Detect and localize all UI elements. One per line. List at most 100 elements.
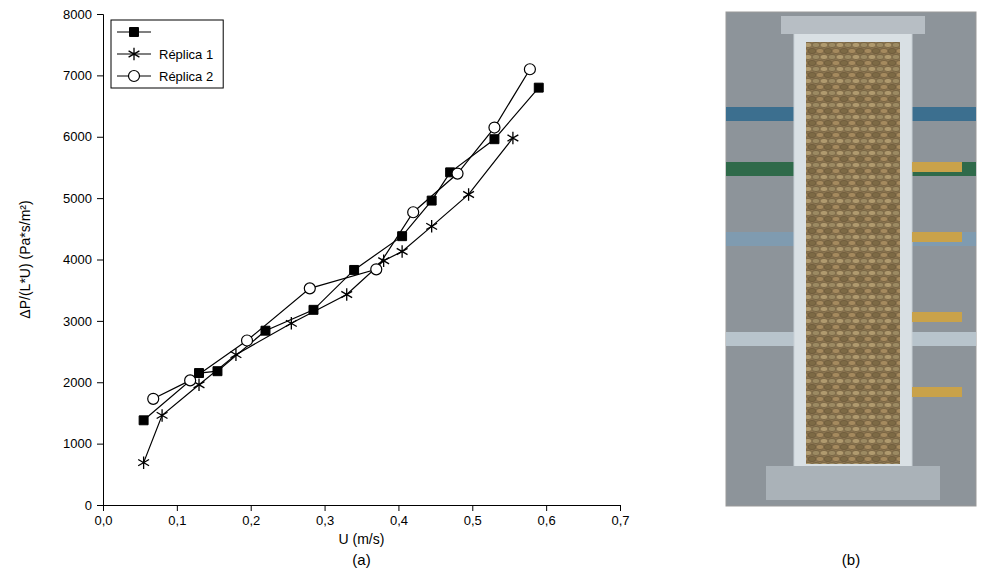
data-point: [426, 220, 437, 233]
y-tick-label: 0: [85, 498, 92, 513]
plot-area: [138, 64, 543, 469]
y-tick-mark: [97, 382, 103, 383]
y-tick-mark: [97, 505, 103, 506]
y-tick: 6000: [63, 129, 103, 144]
y-tick-mark: [97, 75, 103, 76]
y-tick-mark: [97, 444, 103, 445]
x-tick-label: 0,6: [538, 513, 556, 528]
legend: Réplica 1 Réplica 2: [111, 20, 223, 88]
data-point: [489, 122, 500, 133]
y-tick: 8000: [63, 7, 103, 22]
x-tick-label: 0,7: [611, 513, 629, 528]
y-tick-label: 3000: [63, 314, 92, 329]
y-tick: 3000: [63, 314, 103, 329]
data-point: [452, 168, 463, 179]
x-tick: 0,1: [168, 505, 186, 528]
y-axis-line: [97, 15, 104, 506]
y-tick: 5000: [63, 191, 103, 206]
y-tick-label: 7000: [63, 68, 92, 83]
y-axis-title: ΔP/(L*U) (Pa*s/m²): [17, 200, 33, 318]
y-tick-label: 2000: [63, 375, 92, 390]
data-point: [242, 335, 253, 346]
pressure-tap: [912, 162, 962, 172]
data-point: [490, 135, 499, 144]
x-tick-label: 0,3: [316, 513, 334, 528]
figure: 0,0 0,1 0,2 0,3 0,4 0,5 0,6 0,7 0 1000 2000 3000 400…: [0, 0, 983, 574]
y-tick-label: 4000: [63, 252, 92, 267]
x-axis-title: U (m/s): [339, 531, 385, 547]
y-tick: 2000: [63, 375, 103, 390]
y-tick-mark: [97, 14, 103, 15]
series-line: [144, 138, 513, 463]
data-point: [185, 375, 196, 386]
y-tick: 4000: [63, 252, 103, 267]
legend-marker: [129, 48, 140, 61]
data-point: [304, 283, 315, 294]
data-point: [341, 288, 352, 301]
y-tick-label: 1000: [63, 436, 92, 451]
y-tick-mark: [97, 198, 103, 199]
data-point: [398, 232, 407, 241]
x-tick-label: 0,1: [168, 513, 186, 528]
top-flange: [781, 16, 925, 34]
y-tick-label: 6000: [63, 129, 92, 144]
data-point: [463, 188, 474, 201]
column-bed: [806, 42, 900, 464]
y-tick-mark: [97, 321, 103, 322]
series-line: [144, 88, 539, 421]
data-point: [524, 64, 535, 75]
x-axis: 0,0 0,1 0,2 0,3 0,4 0,5 0,6 0,7: [94, 505, 629, 528]
y-tick-mark: [97, 137, 103, 138]
legend-label: Réplica 2: [159, 69, 213, 84]
x-tick: 0,6: [538, 505, 556, 528]
bottom-flange: [766, 466, 940, 500]
panel-label: (a): [352, 551, 370, 568]
legend-label: Réplica 1: [159, 47, 213, 62]
column-illustration: [726, 12, 976, 506]
x-tick-mark: [472, 505, 473, 511]
x-tick-mark: [325, 505, 326, 511]
legend-marker: [130, 28, 139, 37]
column-tube: [794, 32, 912, 471]
legend-frame: [111, 20, 223, 88]
x-tick-mark: [398, 505, 399, 511]
data-point: [213, 367, 222, 376]
series-line: [153, 69, 530, 399]
x-tick: 0,7: [611, 505, 629, 528]
data-point: [397, 245, 408, 258]
x-tick-label: 0,4: [390, 513, 408, 528]
data-point: [507, 132, 518, 145]
data-point: [286, 317, 297, 330]
panel-label: (b): [842, 551, 860, 568]
y-axis: 0 1000 2000 3000 4000 5000 6000 7000 8000: [63, 7, 103, 513]
x-tick: 0,5: [464, 505, 482, 528]
data-point: [139, 416, 148, 425]
data-point: [157, 409, 168, 422]
data-point: [138, 456, 149, 469]
y-tick: 1000: [63, 436, 103, 451]
x-tick: 0,2: [242, 505, 260, 528]
x-tick-label: 0,2: [242, 513, 260, 528]
x-tick: 0,4: [390, 505, 408, 528]
pressure-tap: [912, 232, 962, 242]
y-tick: 0: [85, 498, 103, 513]
x-tick-mark: [546, 505, 547, 511]
x-tick: 0,3: [316, 505, 334, 528]
x-tick-mark: [620, 505, 621, 511]
x-axis-line: [104, 506, 621, 512]
data-point: [350, 265, 359, 274]
y-tick-mark: [97, 260, 103, 261]
data-point: [427, 196, 436, 205]
pressure-tap: [912, 387, 962, 397]
x-tick-mark: [251, 505, 252, 511]
x-tick-label: 0,0: [94, 513, 112, 528]
x-tick: 0,0: [94, 505, 112, 528]
y-tick-label: 8000: [63, 7, 92, 22]
photo-frame: [726, 12, 976, 506]
legend-marker: [129, 71, 140, 82]
data-point: [534, 83, 543, 92]
data-point: [371, 264, 382, 275]
y-tick: 7000: [63, 68, 103, 83]
pressure-tap: [912, 312, 962, 322]
data-point: [408, 207, 419, 218]
